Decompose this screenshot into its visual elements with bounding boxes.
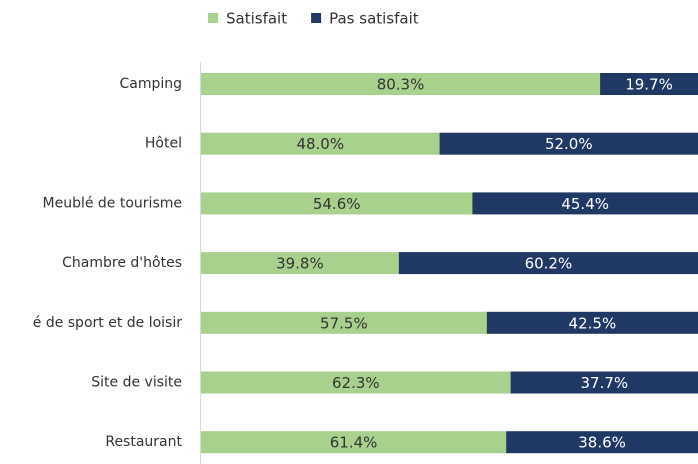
bar-segment xyxy=(472,192,698,215)
bar-segment xyxy=(506,431,698,454)
legend-swatch xyxy=(311,13,322,23)
bar-segment xyxy=(201,252,399,275)
y-tick-label: é de sport et de loisir xyxy=(33,315,182,331)
bar-segment xyxy=(201,371,511,394)
bar-segment xyxy=(201,132,440,155)
data-label: 57.5% xyxy=(320,314,368,332)
data-label: 42.5% xyxy=(569,314,617,332)
y-tick-label: Site de visite xyxy=(91,375,182,391)
data-label: 48.0% xyxy=(296,135,344,153)
data-label: 62.3% xyxy=(332,374,380,392)
legend-label: Satisfait xyxy=(226,10,287,28)
y-tick-label: Hôtel xyxy=(145,136,182,152)
data-label: 39.8% xyxy=(276,255,324,273)
data-label: 52.0% xyxy=(545,135,593,153)
bar-segment xyxy=(201,431,507,454)
bar-segment xyxy=(486,311,698,334)
bar-segment xyxy=(398,252,698,275)
data-label: 37.7% xyxy=(580,374,628,392)
bar-segment xyxy=(201,311,487,334)
data-label: 80.3% xyxy=(377,76,425,94)
legend-swatch xyxy=(208,13,218,23)
y-tick-label: Camping xyxy=(119,76,182,92)
y-tick-label: Meublé de tourisme xyxy=(43,195,182,211)
data-label: 60.2% xyxy=(525,255,573,273)
y-tick-label: Chambre d'hôtes xyxy=(62,255,182,271)
data-label: 45.4% xyxy=(561,195,609,213)
bar-segment xyxy=(439,132,698,155)
y-tick-label: Restaurant xyxy=(105,434,182,450)
data-label: 54.6% xyxy=(313,195,361,213)
bar-segment xyxy=(201,192,473,215)
data-label: 61.4% xyxy=(330,434,378,452)
data-label: 38.6% xyxy=(578,434,626,452)
data-label: 19.7% xyxy=(625,76,673,94)
bar-segment xyxy=(600,73,698,95)
legend-label: Pas satisfait xyxy=(329,10,419,28)
bar-segment xyxy=(510,371,698,394)
bar-segment xyxy=(201,73,601,95)
